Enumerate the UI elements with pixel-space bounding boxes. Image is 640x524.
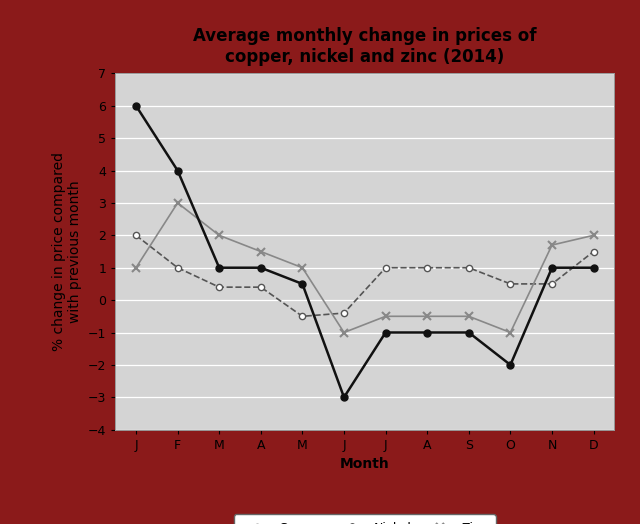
- Copper: [424, 265, 431, 271]
- Zinc: [381, 313, 389, 320]
- Copper: [215, 284, 223, 290]
- Nickel: [174, 167, 182, 173]
- Zinc: [298, 265, 306, 271]
- X-axis label: Month: Month: [340, 457, 390, 471]
- Copper: [340, 310, 348, 316]
- Nickel: [381, 330, 389, 336]
- Copper: [381, 265, 389, 271]
- Zinc: [340, 330, 348, 336]
- Copper: [465, 265, 472, 271]
- Zinc: [174, 200, 182, 206]
- Copper: [548, 281, 556, 287]
- Copper: [132, 232, 140, 238]
- Copper: [174, 265, 182, 271]
- Zinc: [548, 242, 556, 248]
- Nickel: [507, 362, 515, 368]
- Zinc: [132, 265, 140, 271]
- Zinc: [257, 248, 265, 255]
- Copper: [257, 284, 265, 290]
- Zinc: [215, 232, 223, 238]
- Nickel: [215, 265, 223, 271]
- Zinc: [424, 313, 431, 320]
- Legend: Copper, Nickel, Zinc: Copper, Nickel, Zinc: [234, 515, 496, 524]
- Nickel: [548, 265, 556, 271]
- Nickel: [340, 394, 348, 400]
- Line: Nickel: Nickel: [132, 102, 597, 401]
- Title: Average monthly change in prices of
copper, nickel and zinc (2014): Average monthly change in prices of copp…: [193, 27, 536, 66]
- Nickel: [132, 103, 140, 109]
- Copper: [507, 281, 515, 287]
- Zinc: [465, 313, 472, 320]
- Zinc: [507, 330, 515, 336]
- Nickel: [257, 265, 265, 271]
- Line: Copper: Copper: [133, 232, 596, 320]
- Nickel: [424, 330, 431, 336]
- Y-axis label: % change in price compared
with previous month: % change in price compared with previous…: [52, 152, 83, 351]
- Nickel: [589, 265, 597, 271]
- Copper: [589, 248, 597, 255]
- Nickel: [298, 281, 306, 287]
- Copper: [298, 313, 306, 320]
- Nickel: [465, 330, 472, 336]
- Zinc: [589, 232, 597, 238]
- Line: Zinc: Zinc: [132, 199, 598, 336]
